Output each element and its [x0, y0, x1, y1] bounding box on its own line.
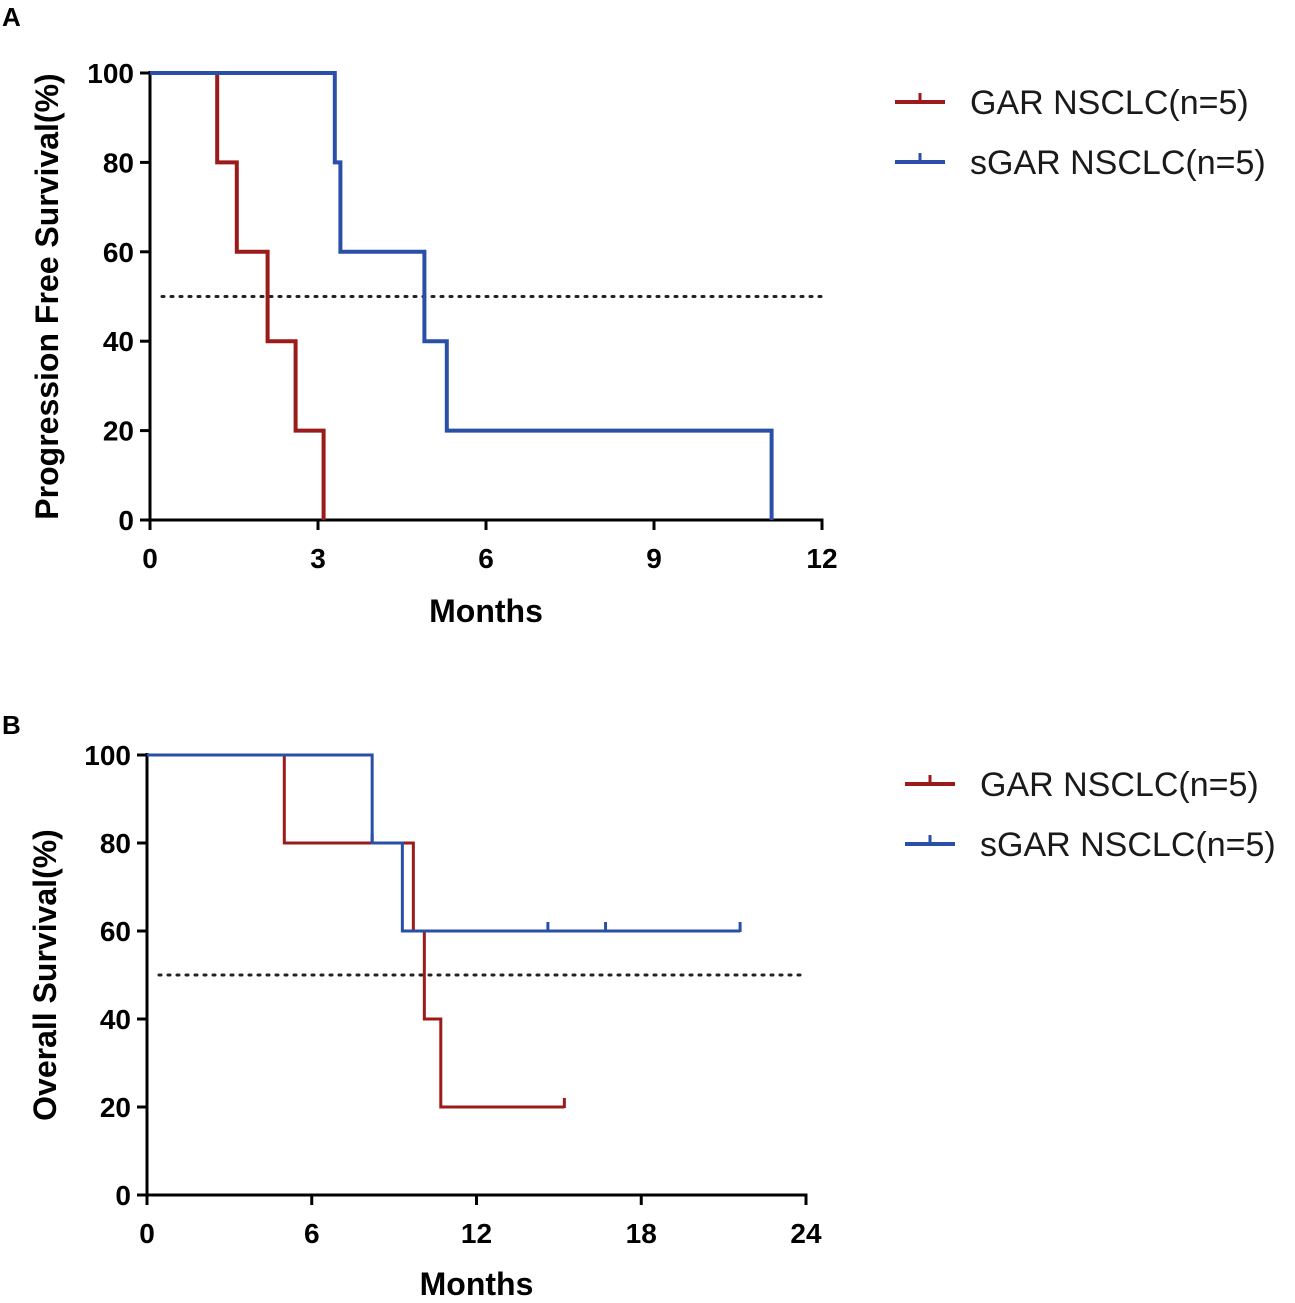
y-tick-label: 100: [84, 740, 131, 771]
panel-label-b: B: [2, 710, 21, 740]
y-tick-label: 60: [103, 237, 134, 268]
y-tick-label: 80: [103, 147, 134, 178]
x-axis-title: Months: [420, 1266, 534, 1302]
x-tick-label: 6: [304, 1218, 320, 1249]
y-tick-label: 0: [115, 1180, 131, 1211]
y-tick-label: 60: [100, 916, 131, 947]
y-tick-label: 40: [100, 1004, 131, 1035]
x-axis-title: Months: [429, 593, 543, 629]
survival-curve-sgar: [147, 753, 741, 933]
legend-label-gar: GAR NSCLC(n=5): [970, 84, 1249, 122]
y-tick-label: 80: [100, 828, 131, 859]
survival-curve-gar: [150, 71, 326, 520]
x-tick-label: 9: [646, 543, 662, 574]
survival-curve-sgar: [150, 71, 774, 520]
x-tick-label: 0: [139, 1218, 155, 1249]
chart-panel-b: 0 20 40 60 80 100 0 6 12 18 24 Months Overall Surviv…: [27, 740, 1276, 1302]
y-axis-title: Overall Survival(%): [27, 829, 63, 1121]
x-tick-label: 0: [142, 543, 158, 574]
y-axis-title: Progression Free Survival(%): [29, 73, 65, 519]
x-tick-label: 3: [310, 543, 326, 574]
legend-label-sgar: sGAR NSCLC(n=5): [980, 826, 1276, 864]
legend-label-gar: GAR NSCLC(n=5): [980, 766, 1259, 804]
x-tick-label: 24: [790, 1218, 822, 1249]
y-tick-label: 20: [103, 416, 134, 447]
x-tick-label: 18: [626, 1218, 657, 1249]
y-tick-label: 20: [100, 1092, 131, 1123]
legend-label-sgar: sGAR NSCLC(n=5): [970, 144, 1266, 182]
panel-label-a: A: [2, 2, 21, 32]
chart-panel-a: 0 20 40 60 80 100 0 3 6 9 12 Months Progression Free…: [29, 58, 1266, 629]
y-tick-label: 40: [103, 326, 134, 357]
x-tick-label: 6: [478, 543, 494, 574]
x-tick-label: 12: [461, 1218, 492, 1249]
x-tick-label: 12: [806, 543, 837, 574]
y-tick-label: 100: [87, 58, 134, 89]
y-tick-label: 0: [118, 505, 134, 536]
